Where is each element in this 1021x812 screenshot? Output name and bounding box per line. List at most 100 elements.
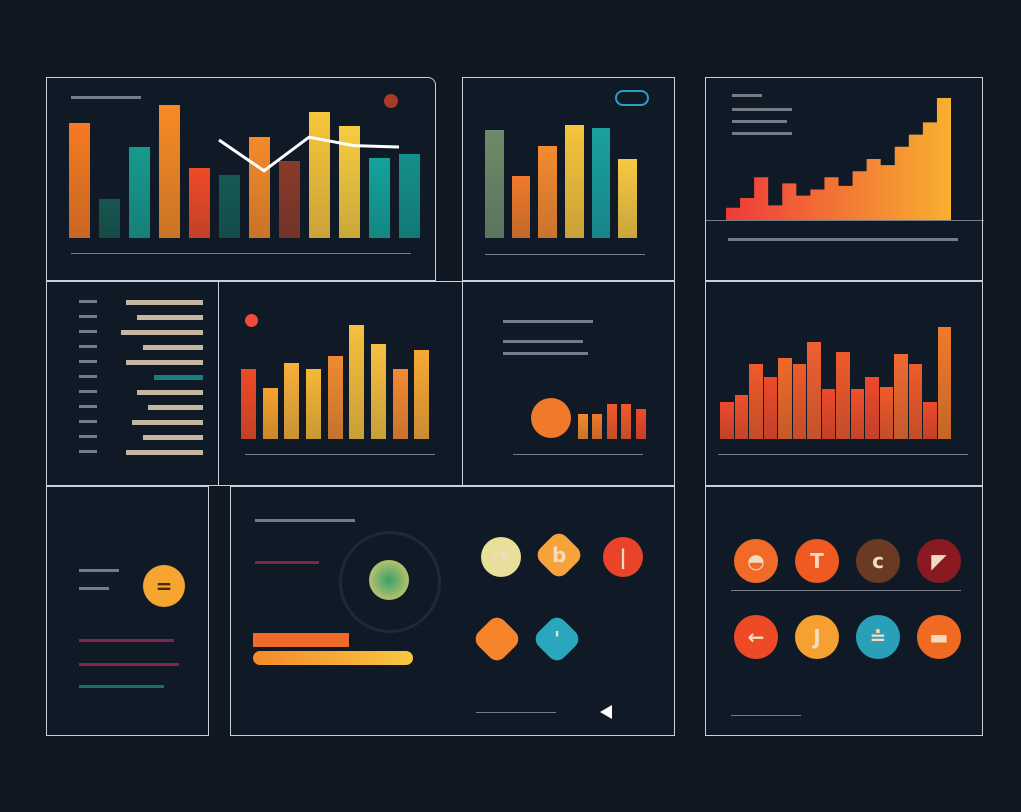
panel-bottom-left: = (46, 486, 209, 736)
bar (734, 395, 749, 439)
circle-icon[interactable]: ◤ (917, 539, 961, 583)
placeholder-text-line (245, 454, 435, 455)
placeholder-text-line (79, 639, 174, 642)
circle-icon[interactable]: ← (734, 615, 778, 659)
bar (399, 154, 420, 238)
cloud-icon[interactable] (615, 90, 649, 106)
list-progress-bar (131, 420, 203, 425)
circle-icon[interactable]: ≐ (856, 615, 900, 659)
placeholder-text-line (255, 561, 319, 564)
bar (159, 105, 180, 238)
bar (371, 343, 387, 439)
placeholder-text-line (513, 454, 643, 455)
placeholder-text-line (71, 96, 141, 99)
bar (923, 401, 937, 439)
bar (763, 376, 778, 439)
bar (865, 376, 879, 439)
bar (279, 161, 300, 238)
bar (908, 364, 923, 439)
circle-icon[interactable]: ▬ (917, 615, 961, 659)
circle-icon[interactable]: ◓ (734, 539, 778, 583)
list-progress-bar (137, 315, 203, 320)
list-progress-bar (126, 300, 203, 305)
panel-mid-chart (218, 281, 463, 486)
placeholder-text-line (731, 715, 801, 716)
bar (578, 414, 589, 439)
panel-top-left-chart (46, 77, 436, 281)
bar (99, 198, 120, 238)
bar (821, 389, 836, 439)
circle-icon[interactable]: ◔ (481, 537, 521, 577)
bar-chart-mid-right (720, 314, 952, 439)
placeholder-text-line (732, 132, 792, 135)
bar (414, 350, 430, 439)
bar (606, 404, 617, 439)
placeholder-text-line (732, 108, 792, 111)
bar (792, 364, 807, 439)
divider (731, 590, 961, 591)
bar (392, 369, 408, 439)
placeholder-text-line (79, 587, 109, 590)
bar (511, 175, 531, 238)
placeholder-text-line (79, 569, 119, 572)
placeholder-text-line (503, 320, 593, 323)
record-dot[interactable] (384, 94, 398, 108)
bar (592, 414, 603, 439)
placeholder-text-line (79, 420, 97, 423)
diamond-icon[interactable] (471, 613, 523, 665)
placeholder-text-line (79, 330, 97, 333)
panel-top-right-area (705, 77, 984, 281)
circle-icon[interactable]: c (856, 539, 900, 583)
progress-bar-2 (253, 651, 413, 665)
placeholder-text-line (503, 352, 588, 355)
marker-dot (245, 314, 258, 327)
placeholder-text-line (255, 519, 355, 522)
diamond-icon[interactable]: b (533, 529, 585, 581)
area (726, 98, 951, 220)
placeholder-text-line (718, 454, 968, 455)
placeholder-text-line (79, 375, 97, 378)
placeholder-text-line (706, 220, 984, 221)
bar (635, 409, 646, 439)
arrow-left-icon[interactable] (593, 705, 612, 719)
gauge-center-icon (369, 560, 409, 600)
list-progress-bar (120, 330, 203, 335)
list-progress-bar (142, 345, 203, 350)
circle-icon[interactable]: J (795, 615, 839, 659)
list-progress-bar (148, 405, 203, 410)
trend-line (218, 135, 400, 173)
list-progress-bar (142, 435, 203, 440)
bar (850, 389, 865, 439)
placeholder-text-line (732, 120, 787, 123)
bar (262, 388, 278, 439)
bar (621, 404, 632, 439)
list-progress-bar (153, 375, 203, 380)
bar-chart-mid-center (578, 339, 650, 439)
bar (485, 130, 504, 238)
placeholder-text-line (79, 663, 179, 666)
circle-icon[interactable]: | (603, 537, 643, 577)
bar-chart-top-middle (485, 100, 645, 238)
bar (937, 326, 952, 439)
bar (309, 112, 330, 238)
placeholder-text-line (79, 405, 97, 408)
orange-circle (531, 398, 571, 438)
progress-bar-1 (253, 633, 349, 647)
diamond-icon[interactable]: ' (531, 613, 583, 665)
bar (618, 159, 637, 238)
placeholder-text-line (79, 315, 97, 318)
placeholder-text-line (79, 435, 97, 438)
circle-icon[interactable]: T (795, 539, 839, 583)
bar (284, 362, 300, 439)
placeholder-text-line (71, 253, 411, 254)
panel-mid-right-chart (705, 281, 983, 486)
bar (591, 127, 611, 238)
bar (369, 158, 390, 238)
bar (749, 364, 763, 439)
placeholder-text-line (79, 300, 97, 303)
bar (565, 124, 584, 238)
bar (538, 145, 557, 238)
bar (720, 401, 734, 439)
placeholder-text-line (79, 360, 97, 363)
